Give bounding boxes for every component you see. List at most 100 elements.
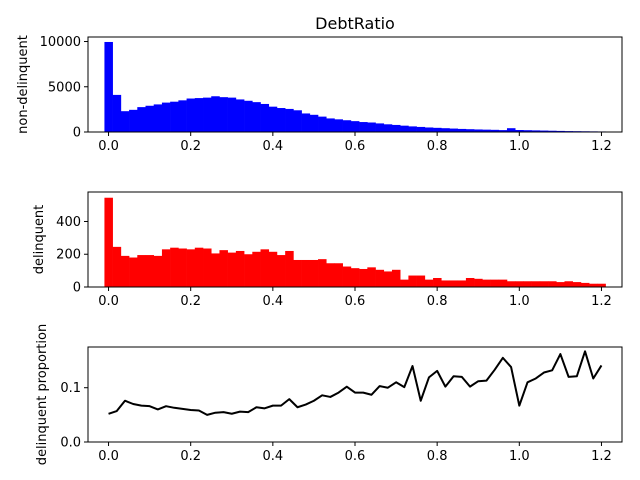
histogram-bar (548, 281, 557, 287)
histogram-bar (482, 129, 491, 132)
histogram-bar (137, 255, 146, 287)
histogram-bar (194, 247, 204, 287)
histogram-bar (556, 282, 565, 287)
histogram-bar (498, 279, 508, 287)
x-tick-label: 0.8 (427, 294, 448, 309)
y-tick-label: 0 (73, 281, 81, 296)
histogram-bar (129, 109, 138, 132)
x-tick-label: 1.2 (591, 139, 612, 154)
histogram-bar (178, 100, 187, 132)
histogram-bar (515, 281, 524, 287)
histogram-bar (457, 128, 467, 132)
axes-frame-3 (87, 346, 623, 443)
x-tick-label: 1.2 (591, 294, 612, 309)
y-ticks-3: 0.0 0.1 (60, 381, 88, 451)
histogram-bar (391, 269, 401, 287)
x-tick-label: 0.6 (345, 449, 366, 464)
x-tick-label: 0.0 (98, 449, 119, 464)
histogram-bar (285, 108, 294, 132)
histogram-bar (523, 281, 532, 287)
histogram-bar (211, 253, 220, 287)
histogram-bar (276, 108, 286, 132)
x-tick-label: 0.6 (345, 139, 366, 154)
histogram-bar (309, 114, 319, 132)
histogram-bar (219, 250, 228, 287)
histogram-bar (400, 279, 409, 287)
histogram-bar (400, 125, 409, 132)
histogram-bar (326, 263, 335, 287)
histogram-bar (515, 130, 524, 132)
x-tick-label: 1.0 (509, 139, 530, 154)
histogram-bar (564, 281, 574, 287)
histogram-bar (178, 248, 187, 287)
histogram-bar (301, 113, 311, 132)
histogram-bar (129, 257, 138, 287)
histogram-bar (161, 102, 171, 132)
histogram-bar (465, 129, 475, 132)
x-ticks-2: 0.0 0.2 0.4 0.6 0.8 1.0 1.2 (98, 287, 612, 309)
histogram-bar (227, 97, 237, 132)
histogram-bar (170, 247, 179, 287)
histogram-bar (120, 255, 130, 287)
histogram-bar (350, 268, 360, 287)
x-tick-label: 0.4 (263, 139, 284, 154)
histogram-bar (235, 99, 245, 132)
histogram-bar (194, 98, 204, 132)
panel-non-delinquent: DebtRatio 0.0 0.2 0.4 0.6 0.8 1.0 1.2 0 5000 100… (16, 14, 623, 154)
histogram-bar (367, 267, 376, 287)
x-tick-label: 0.4 (263, 449, 284, 464)
histogram-bar (506, 128, 516, 132)
histogram-bar (268, 106, 278, 132)
histogram-bar (153, 104, 163, 132)
y-ticks-1: 0 5000 10000 (40, 35, 88, 141)
histogram-bar (211, 96, 220, 132)
histogram-bar (465, 277, 475, 287)
histogram-bar (457, 280, 467, 287)
histogram-bar (334, 119, 343, 132)
x-tick-label: 0.2 (180, 294, 201, 309)
histogram-bar (252, 102, 261, 132)
y-axis-label-1: non-delinquent (16, 35, 31, 134)
x-tick-label: 0.8 (427, 449, 448, 464)
histogram-bar (112, 246, 122, 287)
histogram-bar (539, 130, 549, 132)
histogram-bar (498, 130, 508, 132)
histogram-bar (474, 278, 483, 287)
y-tick-label: 0.1 (60, 381, 81, 396)
histogram-bar (145, 105, 155, 132)
histogram-bar (433, 277, 442, 287)
histogram-bar (433, 127, 442, 132)
x-tick-label: 0.2 (180, 139, 201, 154)
x-tick-label: 0.0 (98, 294, 119, 309)
histogram-bar (359, 122, 368, 132)
histogram-bar (449, 280, 458, 287)
delinquent-bars (104, 197, 606, 287)
y-tick-label: 5000 (48, 80, 81, 95)
delinquent-proportion-line (108, 350, 603, 416)
histogram-bar (367, 122, 376, 132)
histogram-bar (186, 249, 196, 287)
histogram-bar (597, 283, 606, 287)
histogram-bar (424, 127, 434, 132)
histogram-bar (490, 279, 500, 287)
panel-delinquent: 0.0 0.2 0.4 0.6 0.8 1.0 1.2 0 200 400 delinquent (32, 191, 623, 309)
histogram-bar (490, 129, 500, 132)
histogram-bar (244, 254, 253, 287)
histogram-bar (137, 107, 146, 132)
histogram-bar (523, 130, 532, 132)
x-tick-label: 0.0 (98, 139, 119, 154)
histogram-bar (326, 118, 335, 132)
histogram-bar (276, 255, 286, 287)
histogram-bar (318, 259, 327, 287)
histogram-bar (350, 121, 360, 132)
histogram-bar (383, 124, 393, 132)
histogram-bar (104, 41, 113, 132)
histogram-bar (580, 282, 590, 287)
y-axis-label-3: delinquent proportion (35, 324, 50, 465)
histogram-bar (506, 281, 516, 287)
histogram-bar (589, 283, 598, 287)
x-tick-label: 0.8 (427, 139, 448, 154)
histogram-bar (170, 101, 179, 132)
non-delinquent-bars (104, 41, 606, 132)
